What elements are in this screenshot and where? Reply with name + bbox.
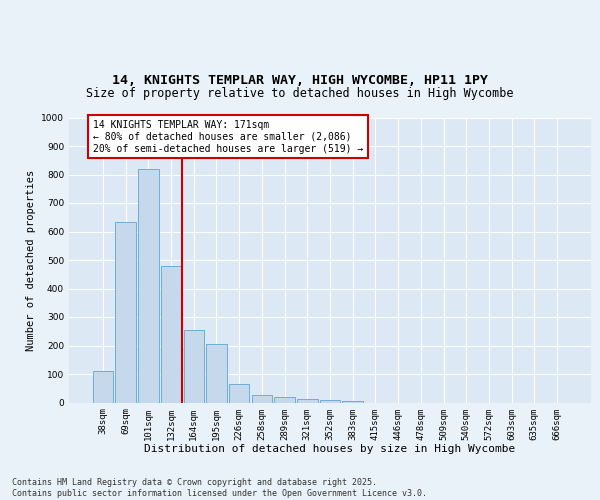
Bar — [184, 330, 204, 402]
Bar — [274, 397, 295, 402]
X-axis label: Distribution of detached houses by size in High Wycombe: Distribution of detached houses by size … — [145, 444, 515, 454]
Text: 14 KNIGHTS TEMPLAR WAY: 171sqm
← 80% of detached houses are smaller (2,086)
20% : 14 KNIGHTS TEMPLAR WAY: 171sqm ← 80% of … — [93, 120, 363, 154]
Bar — [115, 222, 136, 402]
Bar — [206, 344, 227, 402]
Bar — [93, 371, 113, 402]
Bar — [320, 400, 340, 402]
Text: Size of property relative to detached houses in High Wycombe: Size of property relative to detached ho… — [86, 87, 514, 100]
Y-axis label: Number of detached properties: Number of detached properties — [26, 170, 35, 350]
Bar — [297, 399, 317, 402]
Bar — [229, 384, 250, 402]
Bar — [138, 169, 158, 402]
Text: 14, KNIGHTS TEMPLAR WAY, HIGH WYCOMBE, HP11 1PY: 14, KNIGHTS TEMPLAR WAY, HIGH WYCOMBE, H… — [112, 74, 488, 88]
Bar — [251, 395, 272, 402]
Text: Contains HM Land Registry data © Crown copyright and database right 2025.
Contai: Contains HM Land Registry data © Crown c… — [12, 478, 427, 498]
Bar — [343, 400, 363, 402]
Bar — [161, 266, 181, 402]
